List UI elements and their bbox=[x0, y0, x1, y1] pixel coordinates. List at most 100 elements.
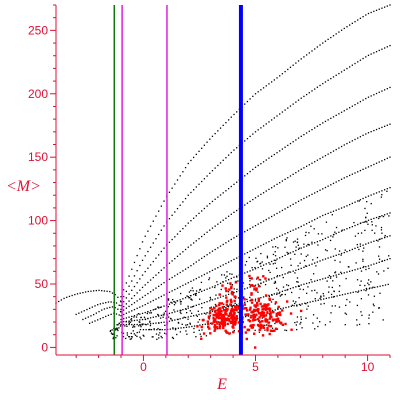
data-point-red bbox=[242, 307, 245, 310]
data-point-black bbox=[370, 194, 372, 196]
data-point-black bbox=[225, 190, 227, 192]
data-point-black bbox=[279, 113, 281, 115]
data-point-red bbox=[259, 327, 262, 330]
data-point-black bbox=[254, 225, 257, 227]
data-point-black bbox=[189, 323, 191, 325]
data-point-black bbox=[314, 262, 316, 264]
data-point-black bbox=[187, 222, 189, 224]
data-point-black bbox=[257, 283, 259, 285]
data-point-black bbox=[367, 242, 370, 244]
data-point-black bbox=[268, 157, 270, 159]
data-point-black bbox=[190, 315, 192, 317]
data-point-black bbox=[274, 322, 276, 325]
data-point-black bbox=[227, 291, 230, 293]
data-point-red bbox=[269, 313, 272, 316]
data-point-red bbox=[256, 317, 260, 321]
data-point-black bbox=[74, 293, 76, 296]
data-point-black bbox=[277, 307, 279, 309]
data-point-black bbox=[338, 273, 340, 275]
data-point-red bbox=[254, 305, 257, 308]
data-point-black bbox=[367, 12, 370, 15]
data-point-black bbox=[343, 177, 345, 179]
data-point-black bbox=[123, 313, 125, 316]
data-point-black bbox=[327, 119, 329, 121]
data-point-black bbox=[381, 160, 383, 162]
data-point-black bbox=[378, 255, 380, 257]
data-point-black bbox=[132, 330, 134, 332]
data-point-black bbox=[338, 180, 340, 182]
data-point-black bbox=[384, 236, 386, 238]
data-point-black bbox=[118, 304, 120, 306]
data-point-black bbox=[364, 229, 366, 232]
data-point-red bbox=[276, 317, 280, 320]
data-point-black bbox=[237, 280, 239, 282]
data-point-black bbox=[249, 98, 251, 100]
data-point-black bbox=[180, 303, 182, 305]
data-point-black bbox=[167, 298, 170, 300]
data-point-black bbox=[111, 292, 114, 294]
data-point-black bbox=[140, 316, 142, 319]
data-point-black bbox=[270, 81, 273, 83]
data-point-black bbox=[184, 316, 187, 319]
data-point-black bbox=[332, 236, 334, 238]
data-point-black bbox=[173, 304, 176, 306]
data-point-red bbox=[256, 310, 260, 313]
data-point-black bbox=[187, 282, 189, 284]
data-point-black bbox=[160, 314, 163, 317]
data-point-black bbox=[231, 306, 233, 308]
data-point-black bbox=[174, 302, 177, 304]
data-point-black bbox=[151, 336, 153, 338]
data-point-black bbox=[110, 332, 113, 334]
data-point-black bbox=[373, 94, 375, 96]
data-point-red bbox=[279, 321, 282, 324]
data-point-black bbox=[156, 338, 158, 341]
data-point-black bbox=[365, 220, 367, 222]
data-point-black bbox=[230, 238, 232, 241]
data-point-black bbox=[355, 262, 357, 264]
data-point-red bbox=[290, 328, 293, 331]
data-point-black bbox=[184, 283, 187, 285]
data-point-black bbox=[308, 130, 310, 132]
data-point-black bbox=[300, 225, 302, 228]
data-point-black bbox=[349, 203, 351, 206]
data-point-black bbox=[335, 181, 337, 183]
data-point-black bbox=[338, 285, 341, 287]
data-point-black bbox=[248, 283, 251, 286]
data-point-black bbox=[236, 290, 238, 293]
data-point-black bbox=[276, 293, 278, 296]
data-point-red bbox=[223, 321, 226, 325]
data-point-red bbox=[264, 318, 267, 321]
data-point-black bbox=[238, 297, 240, 299]
data-point-black bbox=[292, 270, 294, 272]
data-point-black bbox=[187, 316, 189, 318]
data-point-black bbox=[368, 284, 370, 286]
data-point-black bbox=[115, 313, 118, 315]
data-point-black bbox=[171, 214, 173, 216]
data-point-black bbox=[265, 85, 267, 87]
data-point-black bbox=[365, 196, 367, 198]
vertical-markers bbox=[113, 5, 243, 355]
data-point-black bbox=[209, 202, 211, 205]
data-point-black bbox=[377, 240, 379, 242]
data-point-black bbox=[252, 226, 254, 228]
data-point-black bbox=[262, 264, 265, 266]
data-point-black bbox=[281, 290, 284, 292]
data-point-red bbox=[218, 293, 221, 296]
data-point-black bbox=[375, 192, 378, 194]
x-tick-label: 10 bbox=[361, 360, 375, 374]
data-point-black bbox=[332, 150, 335, 152]
data-point-black bbox=[322, 188, 324, 190]
data-point-black bbox=[257, 246, 259, 248]
data-point-black bbox=[147, 302, 149, 304]
data-point-black bbox=[383, 158, 386, 161]
data-point-black bbox=[332, 296, 335, 298]
data-point-black bbox=[87, 316, 89, 318]
data-point-black bbox=[225, 306, 227, 309]
data-point-black bbox=[262, 161, 265, 163]
data-point-black bbox=[359, 243, 361, 245]
data-point-red bbox=[253, 318, 256, 322]
data-point-black bbox=[222, 192, 224, 194]
data-point-black bbox=[222, 243, 224, 246]
data-point-black bbox=[245, 260, 248, 263]
data-point-black bbox=[227, 215, 230, 217]
